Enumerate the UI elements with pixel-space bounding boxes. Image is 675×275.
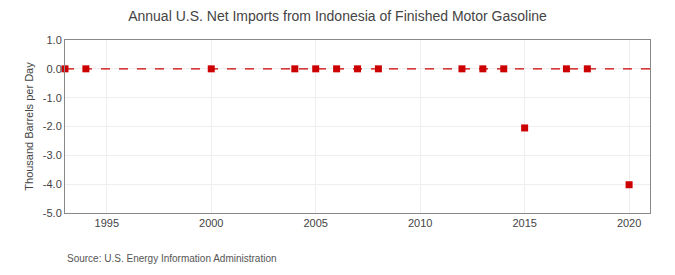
- svg-text:2010: 2010: [408, 217, 432, 229]
- svg-text:0.0: 0.0: [47, 63, 62, 75]
- svg-text:1995: 1995: [95, 217, 119, 229]
- svg-text:2015: 2015: [512, 217, 536, 229]
- svg-text:Annual U.S. Net Imports from I: Annual U.S. Net Imports from Indonesia o…: [128, 8, 547, 24]
- svg-text:1.0: 1.0: [47, 34, 62, 46]
- svg-text:Thousand Barrels per Day: Thousand Barrels per Day: [23, 62, 35, 191]
- svg-text:Source: U.S. Energy Informatio: Source: U.S. Energy Information Administ…: [67, 253, 277, 264]
- svg-text:-3.0: -3.0: [43, 149, 62, 161]
- svg-text:-5.0: -5.0: [43, 207, 62, 219]
- svg-text:2005: 2005: [303, 217, 327, 229]
- svg-text:2020: 2020: [617, 217, 641, 229]
- svg-text:-4.0: -4.0: [43, 178, 62, 190]
- svg-text:-1.0: -1.0: [43, 92, 62, 104]
- svg-text:2000: 2000: [199, 217, 223, 229]
- svg-text:-2.0: -2.0: [43, 120, 62, 132]
